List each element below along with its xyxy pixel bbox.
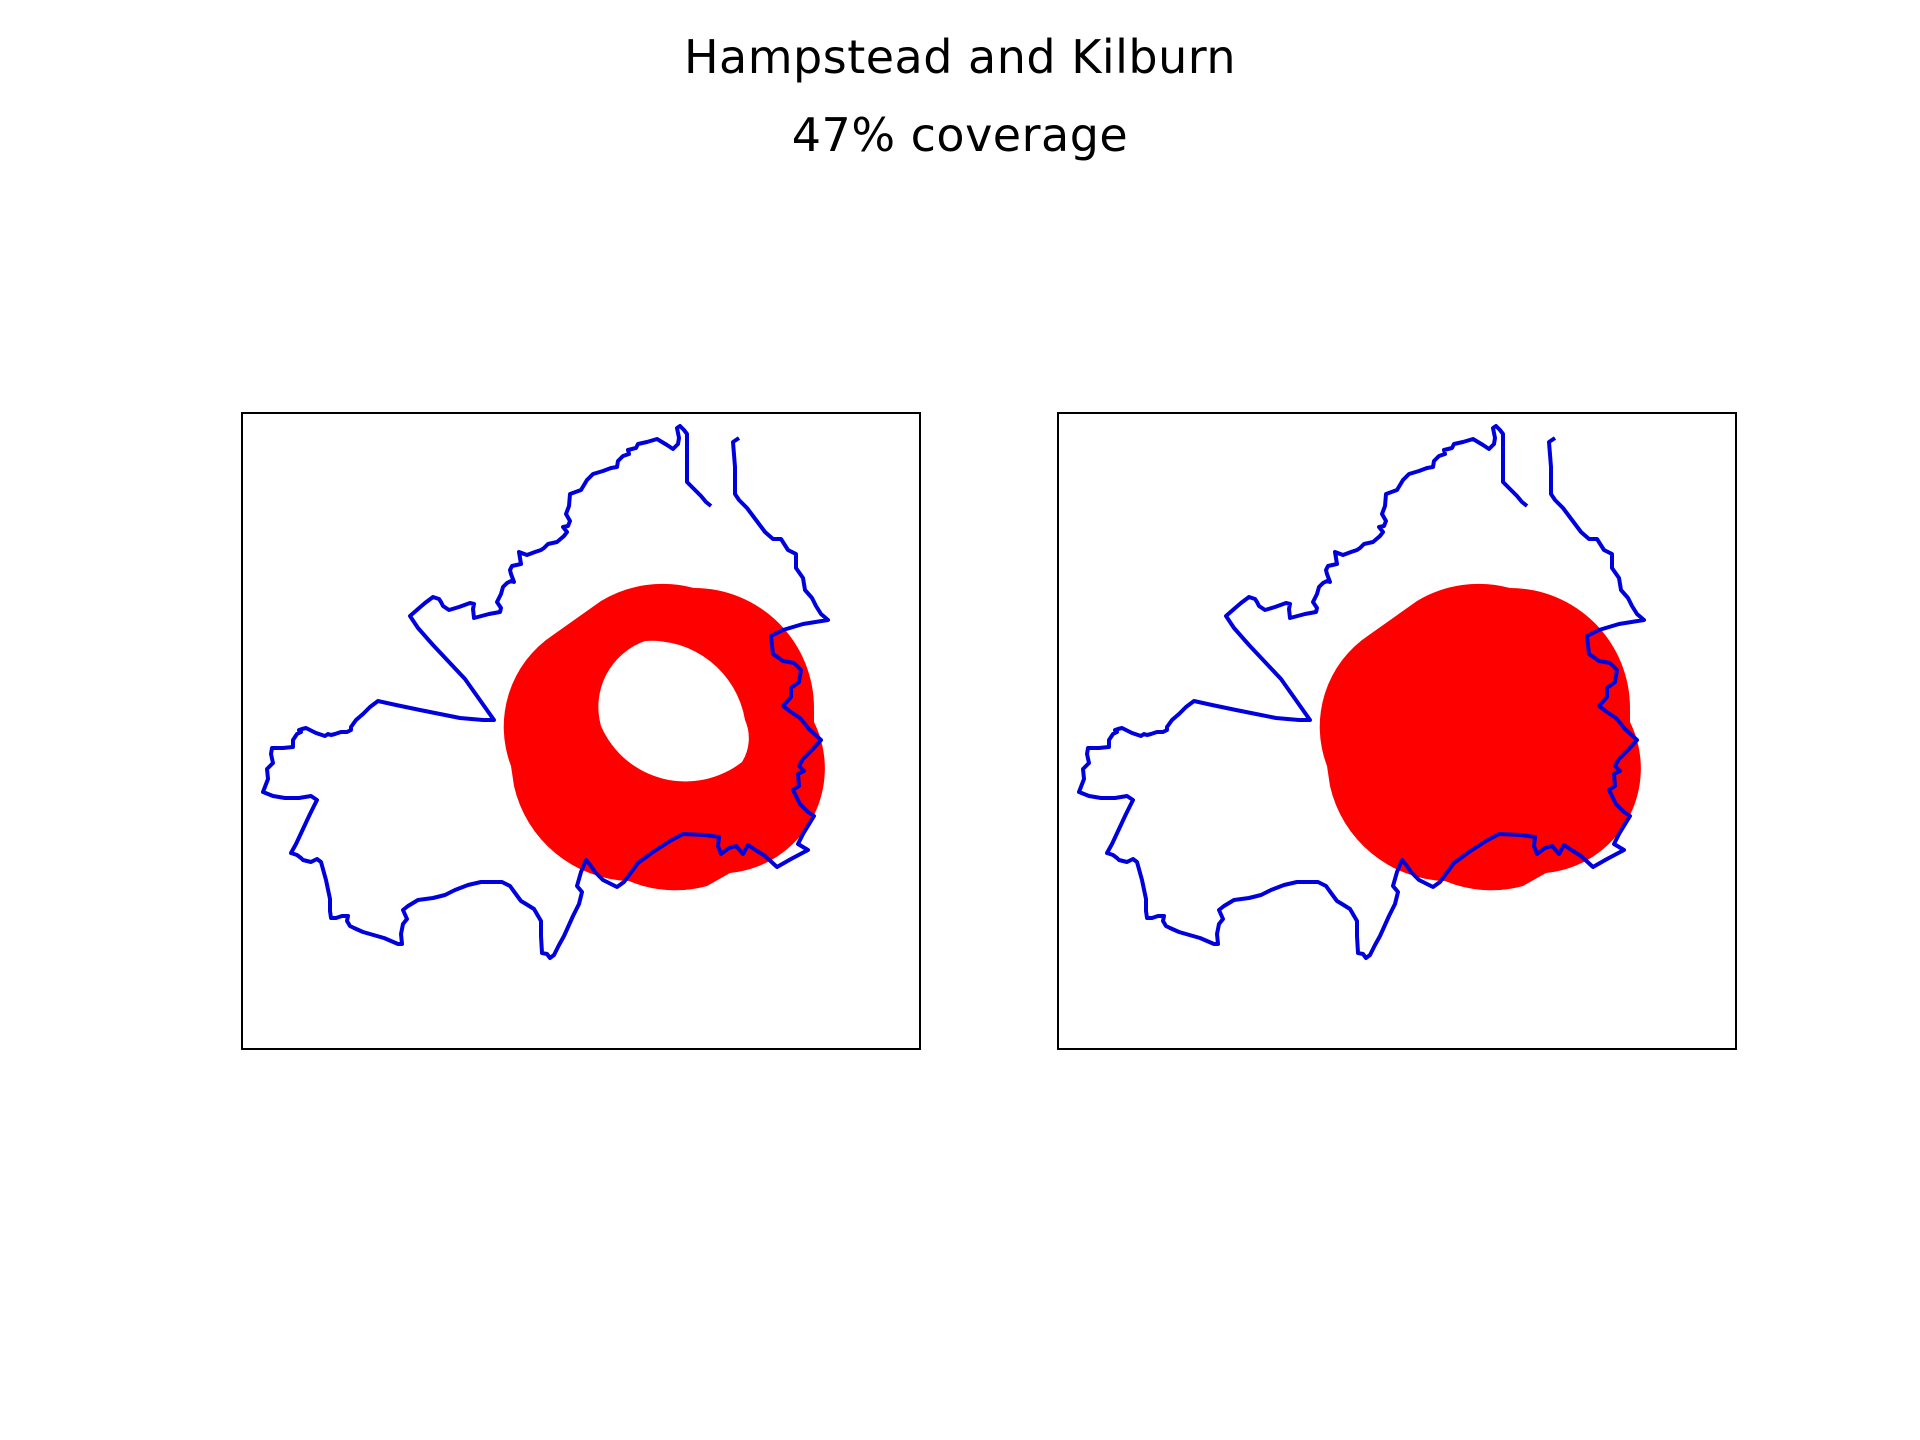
coverage-ring [503,583,825,891]
map-svg-right [1077,424,1646,960]
coverage-area-right [1319,583,1641,891]
coverage-filled [1319,583,1641,891]
map-panel-left [241,412,921,1050]
coverage-subtitle: 47% coverage [791,108,1129,162]
constituency-boundary-right [1077,424,1646,960]
coverage-area-left [503,583,825,891]
constituency-boundary-left [261,424,830,960]
map-svg-left [261,424,830,960]
map-panel-right [1057,412,1737,1050]
figure-title: Hampstead and Kilburn [683,30,1237,84]
figure-title-block: Hampstead and Kilburn 47% coverage [0,18,1920,174]
